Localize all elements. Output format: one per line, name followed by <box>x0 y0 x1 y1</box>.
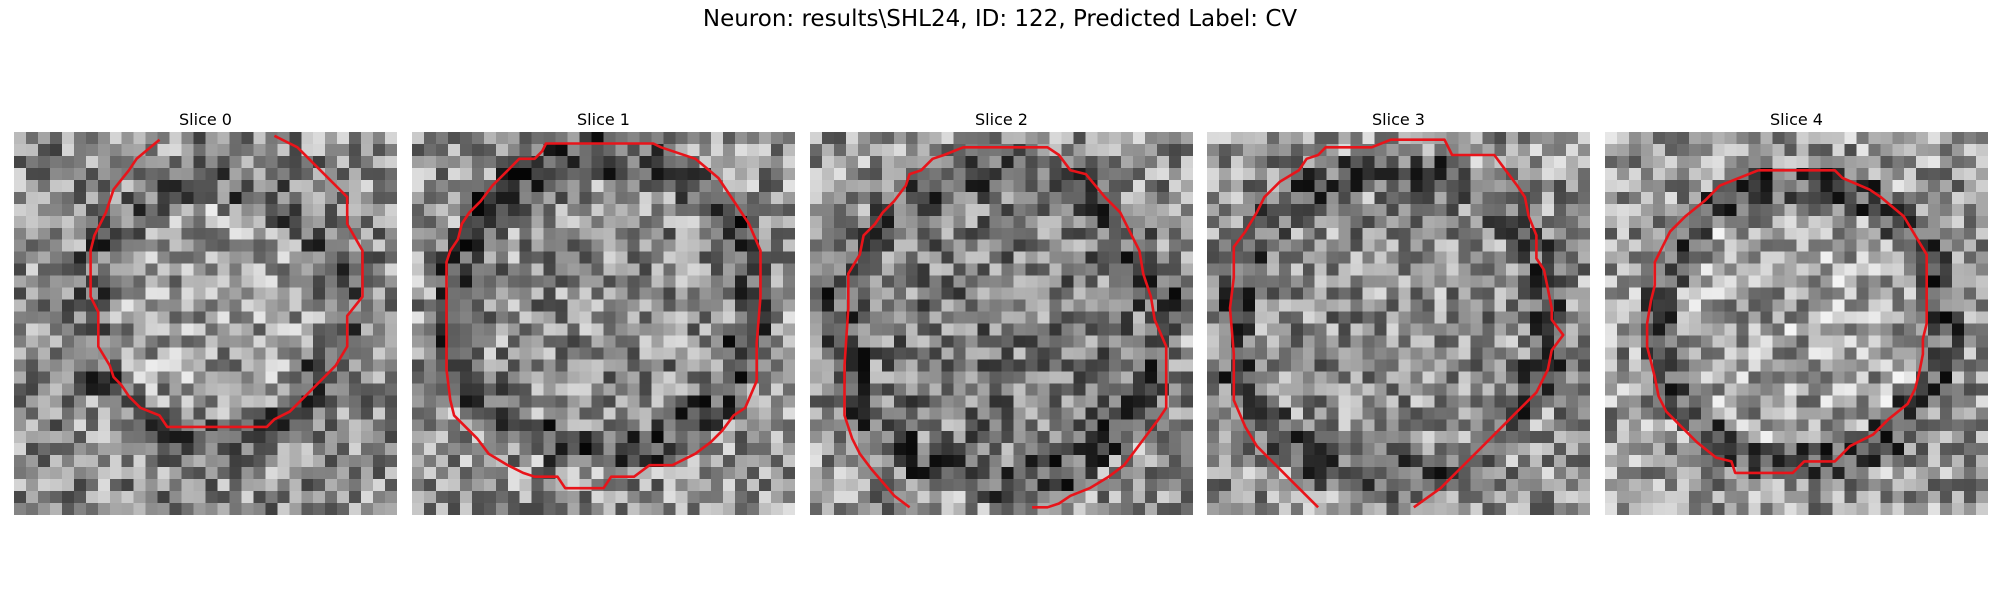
contour-line <box>89 134 364 429</box>
slice-title-3: Slice 3 <box>1372 110 1425 129</box>
slice-svg-2 <box>810 132 1193 515</box>
slice-image-0 <box>14 132 397 515</box>
slice-svg-0 <box>14 132 397 515</box>
slice-svg-3 <box>1207 132 1590 515</box>
slice-panel-4: Slice 4 <box>1605 108 1988 515</box>
pixel-grid <box>1207 132 1590 515</box>
slice-panel-3: Slice 3 <box>1207 108 1590 515</box>
slice-panel-0: Slice 0 <box>14 108 397 515</box>
pixel-grid <box>14 132 397 515</box>
slice-title-1: Slice 1 <box>577 110 630 129</box>
slice-image-2 <box>810 132 1193 515</box>
contour-line <box>1645 168 1929 475</box>
slice-title-0: Slice 0 <box>179 110 232 129</box>
contour-line <box>445 142 762 490</box>
slice-svg-4 <box>1605 132 1988 515</box>
slice-image-4 <box>1605 132 1988 515</box>
pixel-grid <box>1605 132 1988 515</box>
figure-title: Neuron: results\SHL24, ID: 122, Predicte… <box>702 6 1298 32</box>
slice-title-4: Slice 4 <box>1770 110 1823 129</box>
slice-panel-2: Slice 2 <box>810 108 1193 515</box>
slice-image-3 <box>1207 132 1590 515</box>
contour-line <box>843 146 1168 509</box>
pixel-grid <box>810 132 1193 515</box>
slice-image-1 <box>412 132 795 515</box>
contour-line <box>1228 138 1565 509</box>
slice-panel-1: Slice 1 <box>412 108 795 515</box>
slice-svg-1 <box>412 132 795 515</box>
pixel-grid <box>412 132 795 515</box>
slice-title-2: Slice 2 <box>975 110 1028 129</box>
